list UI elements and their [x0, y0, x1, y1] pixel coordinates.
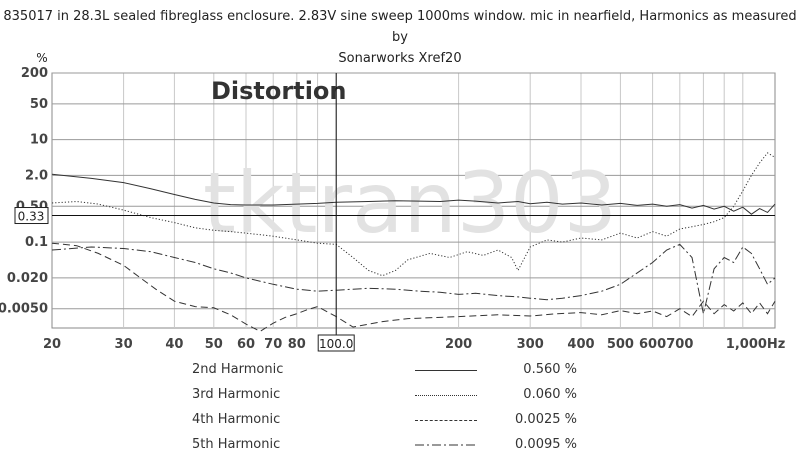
y-tick-label: 0.0050: [0, 302, 48, 317]
x-tick-label: 50: [205, 337, 223, 352]
legend-row-5th[interactable]: 5th Harmonic 0.0095 %: [0, 435, 800, 457]
legend-row-3rd[interactable]: 3rd Harmonic 0.060 %: [0, 385, 800, 407]
cursor-y-readout: 0.33: [18, 210, 45, 224]
legend-dotted-line-icon: [415, 395, 477, 396]
x-tick-label: 30: [115, 337, 133, 352]
y-tick-label: 50: [30, 97, 48, 112]
x-tick-label: 400: [567, 337, 594, 352]
legend-solid-line-icon: [415, 370, 477, 371]
legend-name: 2nd Harmonic: [192, 362, 284, 377]
cursor-x-readout-box: [317, 334, 355, 352]
x-tick-label: 70: [264, 337, 282, 352]
watermark: tktran303: [203, 154, 617, 252]
x-tick-label: 700: [666, 337, 693, 352]
y-tick-label: 0.020: [7, 271, 48, 286]
legend-name: 3rd Harmonic: [192, 387, 281, 402]
legend-row-4th[interactable]: 4th Harmonic 0.0025 %: [0, 410, 800, 432]
x-tick-label: 500: [607, 337, 634, 352]
series-line-2nd-harmonic: [51, 173, 776, 215]
legend-row-2nd[interactable]: 2nd Harmonic 0.560 %: [0, 360, 800, 382]
legend-name: 4th Harmonic: [192, 412, 281, 427]
series-line-5th-harmonic: [51, 243, 776, 314]
x-tick-label: 60: [237, 337, 255, 352]
x-tick-label: 200: [445, 337, 472, 352]
legend-value: 0.060 %: [523, 387, 577, 402]
series-layer: [51, 152, 776, 332]
y-tick-label: 10: [30, 133, 48, 148]
legend-name: 5th Harmonic: [192, 437, 281, 452]
y-tick-label: 0.1: [25, 235, 48, 250]
x-tick-label: 300: [517, 337, 544, 352]
y-axis-unit: %: [36, 51, 47, 65]
distortion-annotation: Distortion: [211, 77, 347, 105]
x-tick-label: 20: [43, 337, 61, 352]
legend-value: 0.0095 %: [515, 437, 577, 452]
series-line-4th-harmonic: [51, 242, 776, 332]
legend-dashed-line-icon: [415, 420, 477, 421]
y-tick-label: 2.0: [25, 168, 48, 183]
x-tick-label: 600: [639, 337, 666, 352]
chart-title-line2: Sonarworks Xref20: [338, 51, 462, 66]
legend-value: 0.0025 %: [515, 412, 577, 427]
cursor-x-readout: 100.0: [319, 337, 353, 351]
legend-value: 0.560 %: [523, 362, 577, 377]
cursor-y-readout-box: [14, 207, 49, 225]
x-tick-label: 40: [165, 337, 183, 352]
x-tick-label: 1,000Hz: [726, 337, 786, 352]
x-tick-label: 80: [288, 337, 306, 352]
legend-dashdot-line-icon: [415, 444, 477, 446]
y-tick-label: 200: [21, 66, 48, 81]
chart-title-line1: 835017 in 28.3L sealed fibreglass enclos…: [3, 9, 797, 45]
series-line-3rd-harmonic: [51, 152, 776, 277]
chart-title: 835017 in 28.3L sealed fibreglass enclos…: [0, 6, 800, 69]
